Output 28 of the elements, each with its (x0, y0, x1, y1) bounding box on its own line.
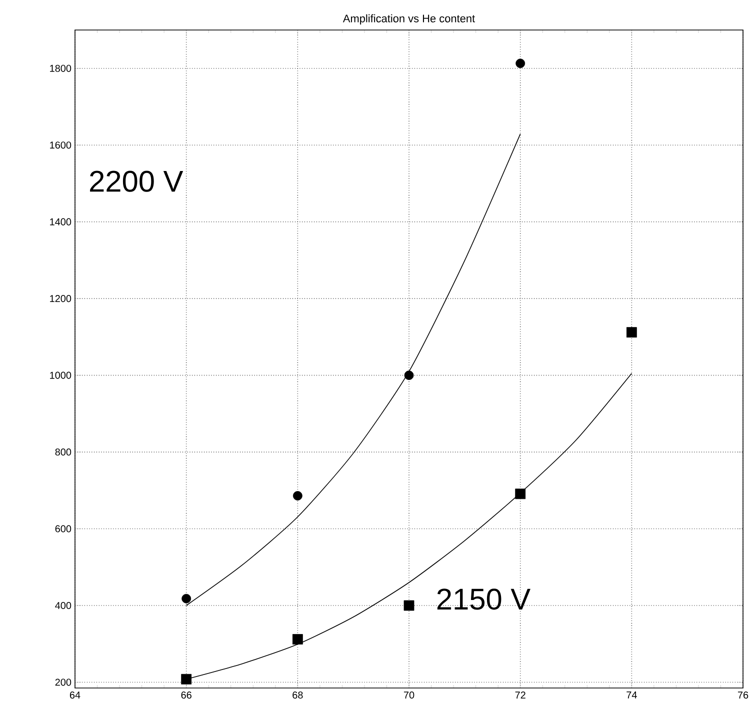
y-tick-label: 1000 (50, 372, 72, 379)
point (626, 327, 637, 338)
y-tick-label: 800 (55, 448, 72, 456)
y-tick-label: 1800 (50, 64, 72, 72)
annotation: 2150 V (437, 588, 530, 610)
x-tick-label: 64 (70, 692, 80, 699)
point (515, 488, 526, 500)
y-tick-label: 1200 (50, 295, 72, 302)
annotation: 2200 V (90, 170, 184, 192)
point (516, 58, 526, 68)
x-tick-label: 74 (626, 692, 637, 698)
x-tick-label: 70 (404, 692, 414, 699)
point (404, 370, 414, 380)
point (181, 674, 192, 684)
point (404, 600, 414, 611)
point (292, 491, 302, 500)
x-tick-label: 76 (738, 692, 748, 699)
y-tick-label: 1600 (50, 142, 72, 149)
y-tick-label: 600 (55, 525, 72, 532)
chart-title: Amplification vs He content (342, 14, 475, 24)
y-tick-label: 400 (55, 602, 72, 610)
y-tick-label: 200 (55, 678, 72, 686)
x-tick-label: 68 (292, 692, 303, 699)
x-tick-label: 72 (515, 692, 526, 698)
y-tick-label: 1400 (50, 218, 72, 226)
point (292, 634, 303, 644)
x-tick-label: 66 (181, 692, 192, 699)
point (182, 594, 192, 604)
